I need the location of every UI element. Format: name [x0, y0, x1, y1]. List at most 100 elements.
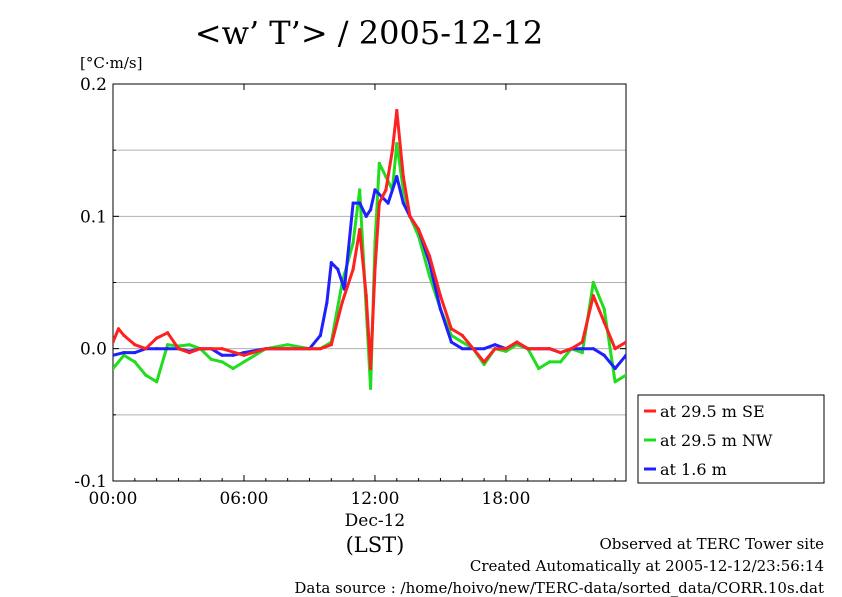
series-point [198, 347, 202, 351]
series-point [401, 201, 405, 205]
series-point [460, 347, 464, 351]
series-point [368, 366, 373, 371]
series-point [427, 254, 432, 258]
series-point [624, 353, 626, 357]
y-tick-label: 0.1 [80, 207, 107, 227]
series-point [242, 353, 246, 357]
series-point [482, 360, 486, 364]
series-point [537, 366, 541, 371]
series-point [537, 347, 541, 351]
series-point [336, 267, 340, 271]
series-point [547, 347, 552, 351]
series-point [358, 227, 362, 232]
series-point [340, 300, 344, 304]
series-point [187, 351, 192, 355]
series-point [325, 300, 329, 304]
series-point [113, 340, 115, 344]
legend-label: at 1.6 m [660, 460, 727, 479]
legend-label: at 29.5 m NW [660, 431, 773, 450]
series-point [220, 353, 224, 357]
series-point [176, 347, 181, 351]
series-point [220, 347, 224, 351]
series-point [358, 188, 362, 192]
series-point [368, 208, 373, 212]
series-point [558, 360, 563, 364]
series-point [569, 347, 574, 351]
x-tick-label: 18:00 [481, 489, 530, 509]
series-point [307, 347, 312, 351]
y-tick-label: -0.1 [74, 472, 107, 492]
series-point [504, 349, 508, 353]
series-point [613, 347, 617, 351]
series-point [580, 347, 584, 351]
series-point [329, 343, 333, 347]
series-point [133, 351, 137, 355]
series-point [591, 294, 595, 298]
series-point [384, 188, 388, 192]
series-point [318, 347, 322, 351]
series-point [144, 347, 148, 351]
series-point [133, 343, 137, 347]
series-point [318, 333, 322, 338]
series-point [460, 333, 464, 338]
series-point [471, 347, 475, 351]
series-point [351, 241, 355, 245]
series-point [122, 353, 126, 357]
series-point [286, 347, 290, 351]
series-point [377, 201, 381, 205]
series-point [364, 294, 368, 298]
series-point [449, 327, 453, 331]
series-point [242, 351, 246, 355]
series-point [449, 340, 453, 344]
series-point [493, 343, 497, 347]
series-point [401, 175, 405, 179]
series-point [395, 175, 399, 179]
x-tick-label: 12:00 [350, 489, 399, 509]
series-point [165, 343, 170, 347]
series-point [264, 347, 268, 351]
series-point [231, 353, 235, 357]
series-point [373, 267, 377, 271]
series-point [155, 347, 159, 351]
series-point [373, 188, 377, 192]
series-point [231, 366, 235, 371]
series-point [122, 333, 126, 338]
series-point [624, 373, 626, 377]
series-point [165, 347, 170, 351]
series-point [591, 347, 595, 351]
series-point [493, 347, 497, 351]
series-point [209, 357, 213, 361]
series-line-2 [113, 142, 626, 390]
series-point [242, 360, 246, 364]
series-point [460, 340, 464, 344]
series-point [624, 340, 626, 344]
series-point [395, 108, 399, 113]
series-point [482, 347, 486, 351]
series-point [591, 280, 595, 285]
series-point [386, 201, 390, 205]
series-point [113, 366, 115, 371]
series-point [220, 360, 224, 364]
series-point [351, 201, 355, 205]
series-point [408, 214, 412, 218]
series-point [482, 362, 486, 367]
series-point [351, 267, 355, 271]
x-tick-label: 06:00 [219, 489, 268, 509]
series-point [286, 343, 290, 347]
series-point [602, 320, 606, 324]
series-line-1 [113, 109, 626, 370]
series-point [364, 214, 368, 218]
series-point [515, 340, 519, 344]
series-point [113, 353, 115, 357]
x-tick-label: 00:00 [89, 489, 138, 509]
footer-data-source: Data source : /home/hoivo/new/TERC-data/… [294, 579, 824, 597]
series-point [187, 343, 192, 347]
series-point [580, 340, 584, 344]
series-point [144, 373, 148, 377]
series-point [547, 360, 552, 364]
series-point [580, 351, 584, 355]
legend-label: at 29.5 m SE [660, 402, 765, 421]
series-point [329, 261, 333, 265]
series-point [390, 148, 395, 152]
